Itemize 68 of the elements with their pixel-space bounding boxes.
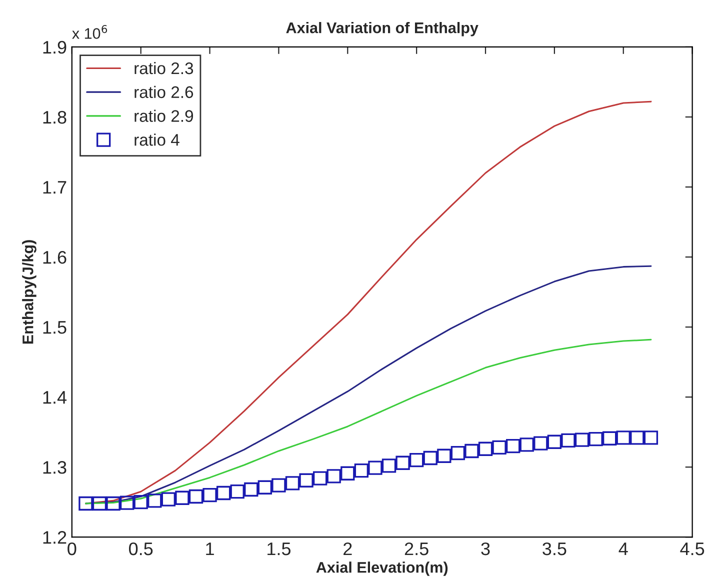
- y-tick-label: 1.8: [43, 110, 66, 124]
- legend-label: ratio 2.9: [134, 110, 194, 122]
- point: [450, 446, 466, 460]
- x-axis-title: Axial Elevation(m): [316, 562, 448, 576]
- point: [216, 486, 231, 500]
- x-tick-label: 1: [206, 542, 214, 556]
- x-tick-label: 2: [344, 542, 352, 556]
- point: [78, 496, 93, 511]
- point: [244, 482, 258, 497]
- legend-label: ratio 2.3: [134, 62, 194, 74]
- point: [437, 448, 452, 463]
- x-tick-label: 0: [68, 542, 76, 556]
- point: [506, 438, 520, 454]
- point: [175, 490, 190, 505]
- point: [230, 484, 244, 499]
- point: [561, 433, 576, 448]
- point: [354, 464, 369, 478]
- point: [120, 496, 134, 510]
- legend-label: ratio 4: [134, 134, 180, 146]
- y-axis-title: Enthalpy(J/kg): [22, 240, 36, 344]
- point: [588, 432, 603, 446]
- point: [326, 469, 341, 484]
- x-tick-label: 2.5: [404, 542, 428, 556]
- point: [630, 430, 644, 445]
- point: [396, 456, 410, 470]
- x-tick-label: 0.5: [129, 542, 153, 556]
- point: [423, 450, 438, 466]
- point: [188, 489, 204, 504]
- y-tick-label: 1.6: [43, 250, 66, 264]
- point: [340, 466, 355, 480]
- point: [134, 495, 148, 510]
- point: [602, 431, 617, 446]
- point: [312, 471, 328, 486]
- point: [272, 478, 286, 492]
- point: [285, 476, 300, 490]
- point: [464, 444, 479, 458]
- point: [258, 480, 272, 494]
- y-tick-label: 1.4: [43, 391, 67, 404]
- point: [520, 438, 534, 452]
- point: [616, 430, 630, 445]
- point: [148, 494, 162, 508]
- x-tick-label: 4.5: [680, 542, 704, 556]
- point: [92, 496, 107, 511]
- y-tick-label: 1.7: [43, 181, 66, 194]
- point: [299, 473, 314, 488]
- text: x 10$^{6}$: [72, 24, 108, 39]
- point: [382, 458, 396, 473]
- point: [161, 492, 176, 506]
- x-tick-label: 3: [481, 542, 490, 556]
- point: [492, 440, 506, 455]
- legend-label: ratio 2.6: [134, 86, 194, 98]
- point: [106, 496, 120, 511]
- point: [547, 434, 562, 449]
- x-tick-label: 3.5: [542, 542, 566, 556]
- y-tick-label: 1.2: [43, 531, 66, 544]
- y-tick-label: 1.5: [43, 321, 66, 334]
- point: [534, 436, 548, 450]
- y-tick-label: 1.3: [43, 461, 66, 474]
- y-tick-label: 1.9: [43, 40, 66, 54]
- point: [202, 488, 217, 502]
- x-tick-label: 4: [618, 542, 628, 556]
- chart-title: Axial Variation of Enthalpy: [286, 22, 478, 36]
- x-tick-label: 1.5: [268, 542, 291, 556]
- point: [574, 432, 590, 447]
- point: [409, 452, 424, 468]
- point: [644, 430, 658, 445]
- point: [368, 460, 382, 475]
- point: [478, 442, 493, 456]
